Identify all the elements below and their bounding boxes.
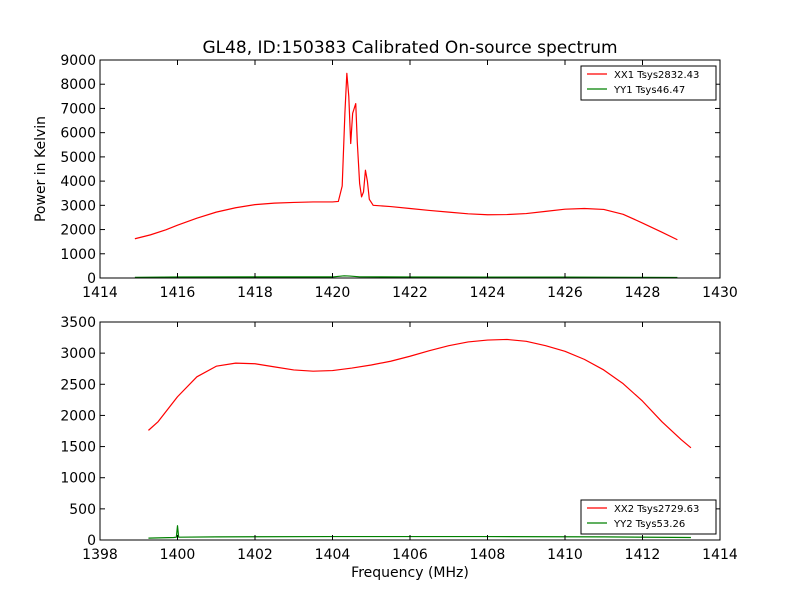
legend-entry: YY1 Tsys46.47 — [613, 85, 685, 96]
y-tick-label: 2000 — [60, 408, 96, 424]
x-tick-label: 1422 — [392, 285, 428, 301]
x-tick-label: 1418 — [237, 285, 273, 301]
legend-entry: XX2 Tsys2729.63 — [614, 504, 699, 515]
x-axis-label: Frequency (MHz) — [351, 565, 469, 581]
y-axis-label: Power in Kelvin — [33, 116, 49, 222]
legend-entry: XX1 Tsys2832.43 — [614, 70, 699, 81]
x-tick-label: 1414 — [82, 285, 118, 301]
series-line-xx1 — [134, 72, 678, 241]
x-tick-label: 1430 — [702, 285, 738, 301]
x-tick-label: 1424 — [470, 285, 506, 301]
y-tick-label: 2500 — [60, 377, 96, 393]
legend: XX1 Tsys2832.43 YY1 Tsys46.47 — [580, 65, 717, 101]
legend-box — [580, 65, 717, 101]
y-tick-label: 3000 — [60, 198, 96, 214]
legend: XX2 Tsys2729.63 YY2 Tsys53.26 — [580, 499, 717, 535]
y-tick-label: 9000 — [60, 53, 96, 69]
x-tick-label: 1400 — [160, 547, 196, 563]
x-tick-label: 1416 — [160, 285, 196, 301]
x-tick-label: 1404 — [315, 547, 351, 563]
x-tick-label: 1414 — [702, 547, 738, 563]
x-tick-label: 1420 — [315, 285, 351, 301]
x-tick-label: 1408 — [470, 547, 506, 563]
x-tick-label: 1428 — [625, 285, 661, 301]
y-tick-label: 1000 — [60, 471, 96, 487]
y-tick-label: 1000 — [60, 247, 96, 263]
y-tick-label: 5000 — [60, 150, 96, 166]
x-tick-label: 1412 — [625, 547, 661, 563]
series-line-yy1 — [134, 275, 678, 279]
y-tick-label: 0 — [87, 271, 96, 287]
y-tick-label: 6000 — [60, 126, 96, 142]
series-line-yy2 — [148, 525, 691, 539]
x-tick-label: 1410 — [547, 547, 583, 563]
chart-title: GL48, ID:150383 Calibrated On-source spe… — [202, 38, 617, 58]
y-tick-label: 3500 — [60, 315, 96, 331]
y-tick-label: 8000 — [60, 77, 96, 93]
x-tick-label: 1398 — [82, 547, 118, 563]
legend-box — [580, 499, 717, 535]
y-tick-label: 3000 — [60, 346, 96, 362]
x-tick-label: 1426 — [547, 285, 583, 301]
y-tick-label: 7000 — [60, 101, 96, 117]
legend-entry: YY2 Tsys53.26 — [613, 519, 685, 530]
y-tick-label: 1500 — [60, 440, 96, 456]
y-tick-label: 4000 — [60, 174, 96, 190]
x-tick-label: 1402 — [237, 547, 273, 563]
y-tick-label: 500 — [69, 502, 96, 518]
top-panel: 1414 1416 1418 1420 1422 1424 1426 1428 1430 0 100… — [33, 53, 738, 301]
series-line-xx2 — [148, 338, 692, 449]
x-tick-label: 1406 — [392, 547, 428, 563]
y-tick-label: 2000 — [60, 223, 96, 239]
y-tick-label: 0 — [87, 533, 96, 549]
bottom-panel: 1398 1400 1402 1404 1406 1408 1410 1412 1414 0 500… — [60, 315, 738, 581]
